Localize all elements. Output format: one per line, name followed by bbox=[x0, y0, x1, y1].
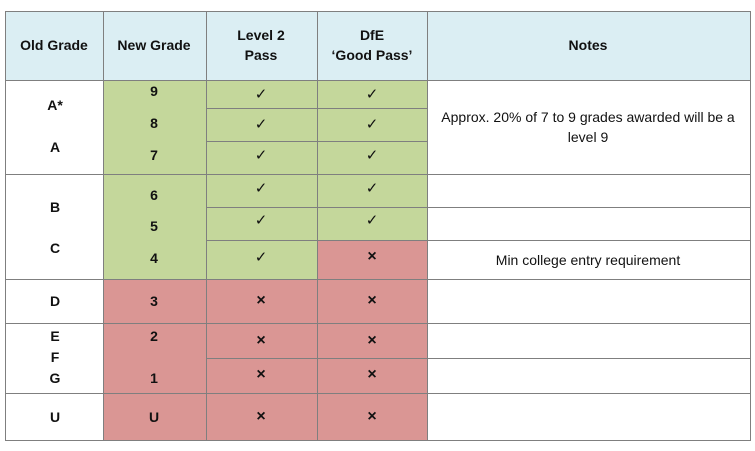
level2-mark: ✓ bbox=[254, 212, 268, 229]
dfe-mark: × bbox=[367, 332, 377, 349]
new-grade: 5 bbox=[150, 218, 158, 234]
new-grade: 6 bbox=[150, 187, 158, 203]
dfe-mark: ✓ bbox=[365, 147, 379, 164]
dfe-mark: × bbox=[367, 292, 377, 309]
old-grade-cell bbox=[5, 393, 104, 441]
notes-cell bbox=[427, 358, 751, 394]
new-grade-cell bbox=[103, 279, 207, 324]
new-grade-cell bbox=[103, 323, 207, 394]
dfe-cell bbox=[317, 141, 428, 175]
level2-cell bbox=[206, 174, 318, 208]
old-grade: E bbox=[50, 328, 60, 344]
notes-cell bbox=[427, 323, 751, 359]
header-label: Pass bbox=[244, 47, 278, 63]
new-grade: 9 bbox=[150, 83, 158, 99]
dfe-cell bbox=[317, 393, 428, 441]
old-grade: D bbox=[49, 293, 61, 309]
level2-mark: ✓ bbox=[254, 180, 268, 197]
header-label: ‘Good Pass’ bbox=[331, 47, 413, 63]
header-label: Old Grade bbox=[20, 37, 88, 53]
dfe-mark: ✓ bbox=[365, 212, 379, 229]
old-grade: A bbox=[49, 139, 61, 155]
header-cell bbox=[317, 11, 428, 81]
notes-cell bbox=[427, 207, 751, 241]
header-label: Level 2 bbox=[237, 27, 285, 43]
old-grade-cell bbox=[5, 279, 104, 324]
header-label: Notes bbox=[568, 37, 608, 53]
dfe-cell bbox=[317, 279, 428, 324]
header-label: New Grade bbox=[117, 37, 191, 53]
level2-mark: ✓ bbox=[254, 147, 268, 164]
level2-cell bbox=[206, 80, 318, 109]
notes-cell bbox=[427, 80, 751, 175]
old-grade: A* bbox=[47, 97, 63, 113]
new-grade: 1 bbox=[150, 370, 158, 386]
dfe-mark: × bbox=[367, 248, 377, 265]
dfe-mark: ✓ bbox=[365, 116, 379, 133]
new-grade-cell bbox=[103, 174, 207, 280]
old-grade-cell bbox=[5, 80, 104, 175]
notes-cell bbox=[427, 279, 751, 324]
dfe-cell bbox=[317, 80, 428, 109]
level2-mark: × bbox=[256, 366, 266, 383]
header-cell bbox=[5, 11, 104, 81]
level2-cell bbox=[206, 207, 318, 241]
old-grade-cell bbox=[5, 174, 104, 280]
old-grade: F bbox=[50, 349, 60, 365]
level2-mark: × bbox=[256, 292, 266, 309]
dfe-mark: × bbox=[367, 408, 377, 425]
dfe-cell bbox=[317, 323, 428, 359]
note: Min college entry requirement bbox=[495, 252, 681, 268]
dfe-cell bbox=[317, 358, 428, 394]
header-label: DfE bbox=[359, 27, 385, 43]
new-grade: 2 bbox=[150, 328, 158, 344]
dfe-mark: × bbox=[367, 366, 377, 383]
dfe-mark: ✓ bbox=[365, 180, 379, 197]
old-grade: G bbox=[49, 370, 61, 386]
header-cell bbox=[103, 11, 207, 81]
old-grade: C bbox=[49, 240, 61, 256]
new-grade: 8 bbox=[150, 115, 158, 131]
old-grade-cell bbox=[5, 323, 104, 394]
header-cell bbox=[206, 11, 318, 81]
level2-mark: ✓ bbox=[254, 249, 268, 266]
notes-cell bbox=[427, 174, 751, 208]
dfe-mark: ✓ bbox=[365, 86, 379, 103]
level2-mark: × bbox=[256, 332, 266, 349]
level2-mark: ✓ bbox=[254, 86, 268, 103]
level2-mark: ✓ bbox=[254, 116, 268, 133]
notes-cell bbox=[427, 393, 751, 441]
note: Approx. 20% of 7 to 9 grades awarded wil… bbox=[441, 109, 735, 145]
new-grade: 4 bbox=[150, 250, 158, 266]
new-grade: U bbox=[148, 409, 160, 425]
level2-mark: × bbox=[256, 408, 266, 425]
old-grade: B bbox=[49, 199, 61, 215]
old-grade: U bbox=[49, 409, 61, 425]
new-grade: 3 bbox=[150, 293, 158, 309]
new-grade: 7 bbox=[150, 147, 158, 163]
level2-cell bbox=[206, 358, 318, 394]
